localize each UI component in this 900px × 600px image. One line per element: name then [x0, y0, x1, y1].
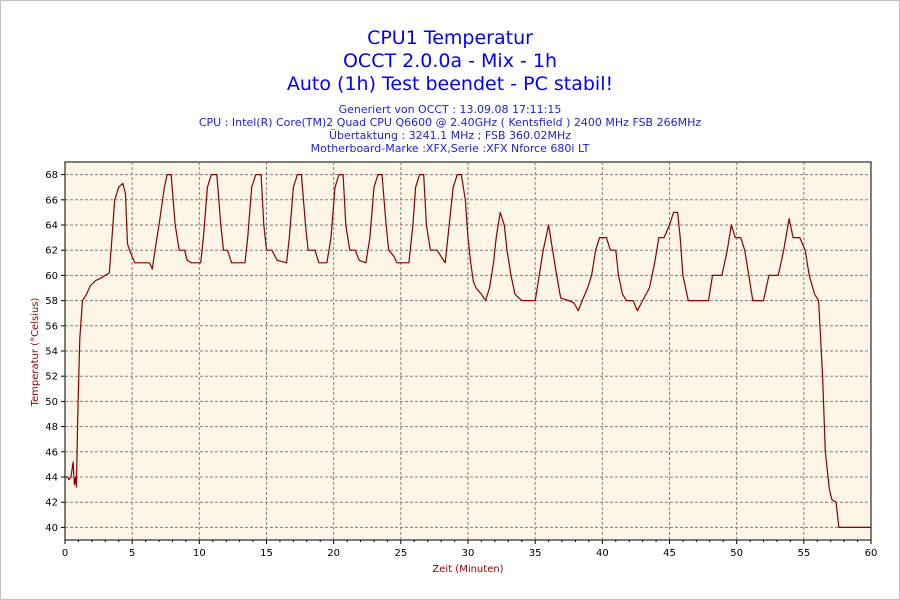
- x-axis-label: Zeit (Minuten): [432, 564, 503, 575]
- cpu-info: CPU : Intel(R) Core(TM)2 Quad CPU Q6600 …: [198, 116, 702, 129]
- x-tick-label: 30: [462, 548, 475, 559]
- test-status: Auto (1h) Test beendet - PC stabil!: [286, 73, 614, 95]
- generated-info: Generiert von OCCT : 13.09.08 17:11:15: [338, 103, 562, 116]
- chart-subtitle: OCCT 2.0.0a - Mix - 1h: [342, 50, 558, 72]
- chart-title: CPU1 Temperatur: [367, 27, 533, 49]
- y-tick-label: 66: [45, 195, 58, 206]
- x-tick-label: 60: [865, 548, 878, 559]
- x-tick-label: 25: [394, 548, 407, 559]
- y-tick-label: 56: [45, 321, 58, 332]
- x-tick-label: 20: [327, 548, 340, 559]
- x-tick-label: 50: [730, 548, 743, 559]
- y-tick-label: 48: [45, 422, 58, 433]
- y-tick-label: 44: [45, 473, 58, 484]
- y-tick-label: 46: [45, 447, 58, 458]
- temperature-line: [65, 174, 871, 528]
- x-tick-label: 40: [596, 548, 609, 559]
- y-tick-label: 60: [45, 271, 58, 282]
- x-tick-label: 45: [663, 548, 676, 559]
- x-tick-label: 5: [129, 548, 135, 559]
- x-tick-label: 35: [529, 548, 542, 559]
- motherboard-info: Motherboard-Marke :XFX,Serie :XFX Nforce…: [310, 142, 590, 155]
- y-tick-label: 64: [45, 221, 58, 232]
- x-tick-label: 55: [797, 548, 810, 559]
- x-tick-label: 10: [193, 548, 206, 559]
- y-tick-label: 58: [45, 296, 58, 307]
- y-tick-label: 52: [45, 372, 58, 383]
- x-tick-label: 0: [62, 548, 68, 559]
- x-tick-label: 15: [260, 548, 273, 559]
- y-tick-label: 50: [45, 397, 58, 408]
- y-tick-label: 40: [45, 523, 58, 534]
- overclock-info: Übertaktung : 3241.1 MHz ; FSB 360.02MHz: [328, 129, 572, 142]
- y-axis-label: Temperatur (°Celsius): [30, 297, 41, 407]
- y-tick-label: 54: [45, 347, 58, 358]
- y-tick-label: 68: [45, 170, 58, 181]
- y-tick-label: 62: [45, 246, 58, 257]
- y-tick-label: 42: [45, 498, 58, 509]
